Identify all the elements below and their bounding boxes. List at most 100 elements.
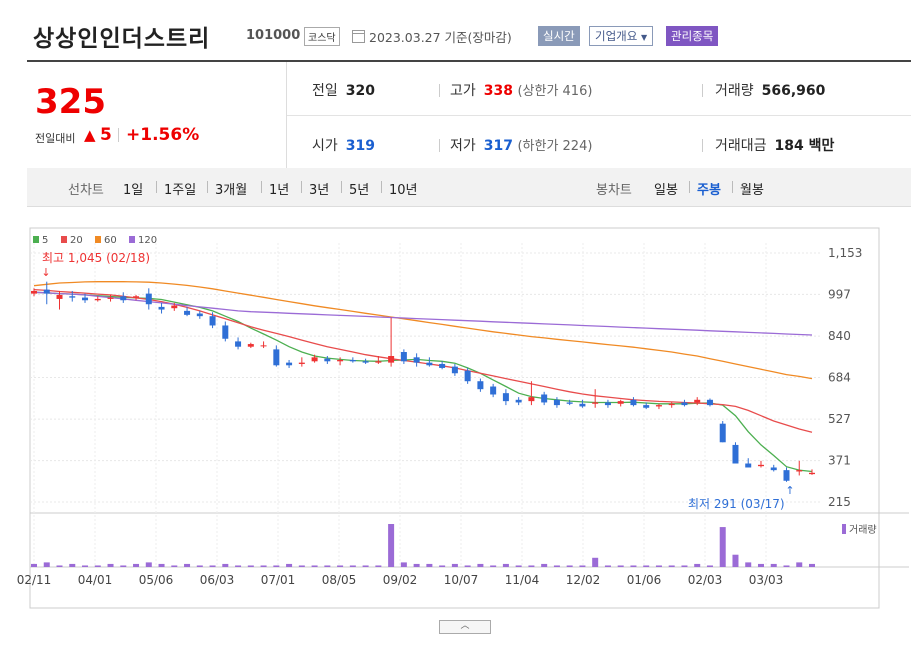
volume-bar [311, 565, 318, 567]
candle-body [643, 405, 650, 408]
y-tick-label: 840 [828, 329, 851, 343]
candle-body [566, 402, 573, 404]
period-5y[interactable]: 5년 [349, 183, 370, 198]
divider [439, 139, 440, 152]
y-tick-label: 215 [828, 495, 851, 509]
ma-60-line [33, 281, 813, 380]
volume-bar [770, 563, 777, 567]
divider [301, 181, 302, 193]
volume-bar [349, 565, 356, 567]
candle-body [732, 444, 739, 464]
volume-bar [298, 565, 305, 567]
low-label: 저가 [450, 138, 476, 154]
up-arrow-icon: ↑ [785, 484, 794, 497]
volume-bar [260, 565, 267, 567]
candle-body [770, 467, 777, 471]
volume-bar [235, 565, 242, 567]
open-price: 시가 319 [312, 135, 375, 155]
x-tick-label: 07/01 [261, 573, 296, 587]
managed-stock-badge[interactable]: 관리종목 [666, 26, 719, 46]
candle-body [184, 310, 191, 315]
candle-body [133, 296, 140, 298]
volume-bar [796, 562, 803, 567]
candle-body [43, 289, 50, 294]
candle-body [82, 297, 89, 301]
candle-body [541, 394, 548, 403]
candle-body [196, 313, 203, 317]
candle-body [426, 362, 433, 366]
divider [702, 84, 703, 97]
candle-body [260, 345, 267, 347]
candle-body [617, 401, 624, 404]
candle-weekly[interactable]: 주봉 [697, 183, 721, 198]
divider [702, 139, 703, 152]
open-value: 319 [345, 138, 375, 154]
x-tick-label: 06/03 [200, 573, 235, 587]
company-info-button[interactable]: 기업개요 ▼ [589, 26, 654, 46]
candle-body [107, 297, 114, 299]
divider [261, 181, 262, 193]
volume-bar [630, 565, 637, 567]
x-tick-label: 01/06 [627, 573, 662, 587]
period-1d[interactable]: 1일 [123, 183, 144, 198]
high-label: 고가 [450, 83, 476, 99]
legend-label: 5 [42, 235, 48, 246]
volume-bar [668, 565, 675, 567]
volume-bar [120, 565, 127, 567]
candle-daily[interactable]: 일봉 [654, 183, 678, 198]
chart-frame [29, 227, 880, 609]
volume-bar [809, 563, 815, 567]
candle-body [56, 294, 63, 299]
candle-monthly[interactable]: 월봉 [740, 183, 764, 198]
volume-bar [515, 565, 522, 567]
volume-bar [745, 562, 752, 567]
period-3y[interactable]: 3년 [309, 183, 330, 198]
candle-body [719, 423, 726, 443]
period-10y[interactable]: 10년 [389, 183, 418, 198]
period-1y[interactable]: 1년 [269, 183, 290, 198]
candle-body [604, 402, 611, 406]
candle-body [298, 362, 305, 364]
x-tick-label: 12/02 [566, 573, 601, 587]
volume-bar [719, 527, 726, 567]
volume-bar [337, 565, 344, 567]
chevron-up-icon: ︿ [460, 621, 470, 631]
ma-20-line [33, 288, 813, 433]
volume-bar [400, 562, 407, 567]
volume-bar [82, 565, 89, 567]
candle-body [273, 349, 280, 366]
volume-bar [439, 565, 446, 567]
chart-toolbar: 선차트 1일 1주일 3개월 1년 3년 5년 10년 봉차트 일봉 주봉 월봉 [27, 168, 911, 207]
market-badge: 코스닥 [304, 27, 340, 46]
change-percent: +1.56% [126, 125, 200, 145]
company-name: 상상인인더스트리 [33, 26, 211, 52]
candle-body [31, 290, 37, 294]
x-tick-label: 09/02 [383, 573, 418, 587]
divider [118, 128, 119, 142]
volume-bar [273, 565, 280, 567]
y-tick-label: 1,153 [828, 246, 862, 260]
volume-bar [196, 565, 203, 567]
period-3m[interactable]: 3개월 [215, 183, 248, 198]
volume-bar [732, 554, 739, 567]
volume: 거래량 566,960 [715, 80, 825, 100]
candle-body [413, 357, 420, 363]
period-1w[interactable]: 1주일 [164, 183, 197, 198]
realtime-button[interactable]: 실시간 [538, 26, 580, 46]
volume-bar [464, 565, 471, 567]
volume-bar [184, 563, 191, 567]
volume-bar [451, 563, 458, 567]
divider [156, 181, 157, 193]
volume-bar [528, 565, 535, 567]
lower-limit: (하한가 224) [517, 139, 593, 154]
candle-body [337, 359, 344, 362]
volume-value: 566,960 [761, 83, 826, 99]
candle-body [757, 464, 764, 467]
collapse-button[interactable]: ︿ [439, 620, 491, 634]
volume-bar [43, 562, 50, 567]
trade-amount: 거래대금 184 백만 [715, 135, 834, 155]
volume-bar [604, 565, 611, 567]
candle-body [145, 293, 152, 305]
volume-bar [579, 565, 586, 567]
